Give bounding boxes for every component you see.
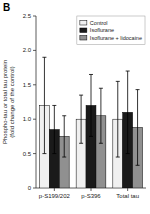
error-bar — [62, 116, 66, 157]
x-tick-label: p-S396 — [81, 193, 101, 199]
x-tick — [127, 188, 128, 191]
error-cap — [136, 165, 140, 166]
error-bar — [79, 95, 83, 143]
error-cap — [42, 153, 46, 154]
y-tick — [33, 119, 36, 120]
y-tick-label: 0 — [28, 185, 32, 191]
error-line — [44, 57, 45, 153]
error-line — [117, 81, 118, 157]
error-cap — [116, 157, 120, 158]
error-cap — [89, 74, 93, 75]
legend-swatch — [80, 28, 87, 33]
error-line — [137, 90, 138, 166]
error-cap — [126, 71, 130, 72]
y-tick — [33, 153, 36, 154]
legend-swatch — [80, 21, 87, 26]
error-cap — [62, 115, 66, 116]
error-cap — [52, 153, 56, 154]
legend-label: Isoflurane + lidocaine — [90, 35, 142, 41]
y-label-line: (fold change of the control) — [9, 66, 15, 137]
error-cap — [42, 57, 46, 58]
chart: B 0 0.5 1.0 1.5 2.0 2.5 Phospho-tau or total ta… — [0, 0, 150, 214]
error-cap — [136, 89, 140, 90]
y-tick-label: 2.5 — [23, 13, 32, 19]
y-label-line: Phospho-tau or total tau protein — [2, 60, 8, 144]
y-tick-label: 0.5 — [23, 151, 32, 157]
y-label: Phospho-tau or total tau protein(fold ch… — [2, 60, 15, 144]
error-cap — [79, 95, 83, 96]
y-tick — [33, 84, 36, 85]
error-bar — [52, 105, 56, 153]
error-cap — [126, 153, 130, 154]
x-tick — [54, 188, 55, 191]
x-tick-label: Total tau — [116, 193, 139, 199]
error-cap — [52, 105, 56, 106]
error-line — [91, 74, 92, 136]
error-line — [81, 95, 82, 143]
error-bar — [99, 88, 103, 143]
y-tick-label: 1.0 — [23, 116, 32, 122]
x-tick — [91, 188, 92, 191]
legend-label: Control — [90, 20, 108, 26]
error-bar — [126, 71, 130, 154]
legend-swatch — [80, 36, 87, 41]
error-bar — [42, 57, 46, 153]
y-tick — [33, 50, 36, 51]
bars — [39, 57, 142, 188]
error-bar — [136, 90, 140, 166]
title: B — [3, 2, 10, 13]
error-cap — [99, 143, 103, 144]
legend: ControlIsoflurane Isoflurane + lidocaine — [77, 16, 145, 45]
error-line — [100, 88, 101, 143]
error-bar — [89, 74, 93, 136]
y-tick-label: 2.0 — [23, 47, 32, 53]
error-bar — [116, 81, 120, 157]
error-cap — [99, 88, 103, 89]
y-tick — [33, 16, 36, 17]
error-line — [54, 105, 55, 153]
y-tick — [33, 188, 36, 189]
error-cap — [89, 136, 93, 137]
legend-frame — [77, 16, 145, 45]
y-axis — [36, 16, 37, 188]
legend-label: Isoflurane — [90, 27, 114, 33]
y-tick-label: 1.5 — [23, 82, 32, 88]
error-line — [127, 71, 128, 154]
x-tick-label: p-S199/202 — [39, 193, 71, 199]
error-cap — [62, 157, 66, 158]
error-cap — [79, 143, 83, 144]
error-line — [64, 116, 65, 157]
error-cap — [116, 81, 120, 82]
